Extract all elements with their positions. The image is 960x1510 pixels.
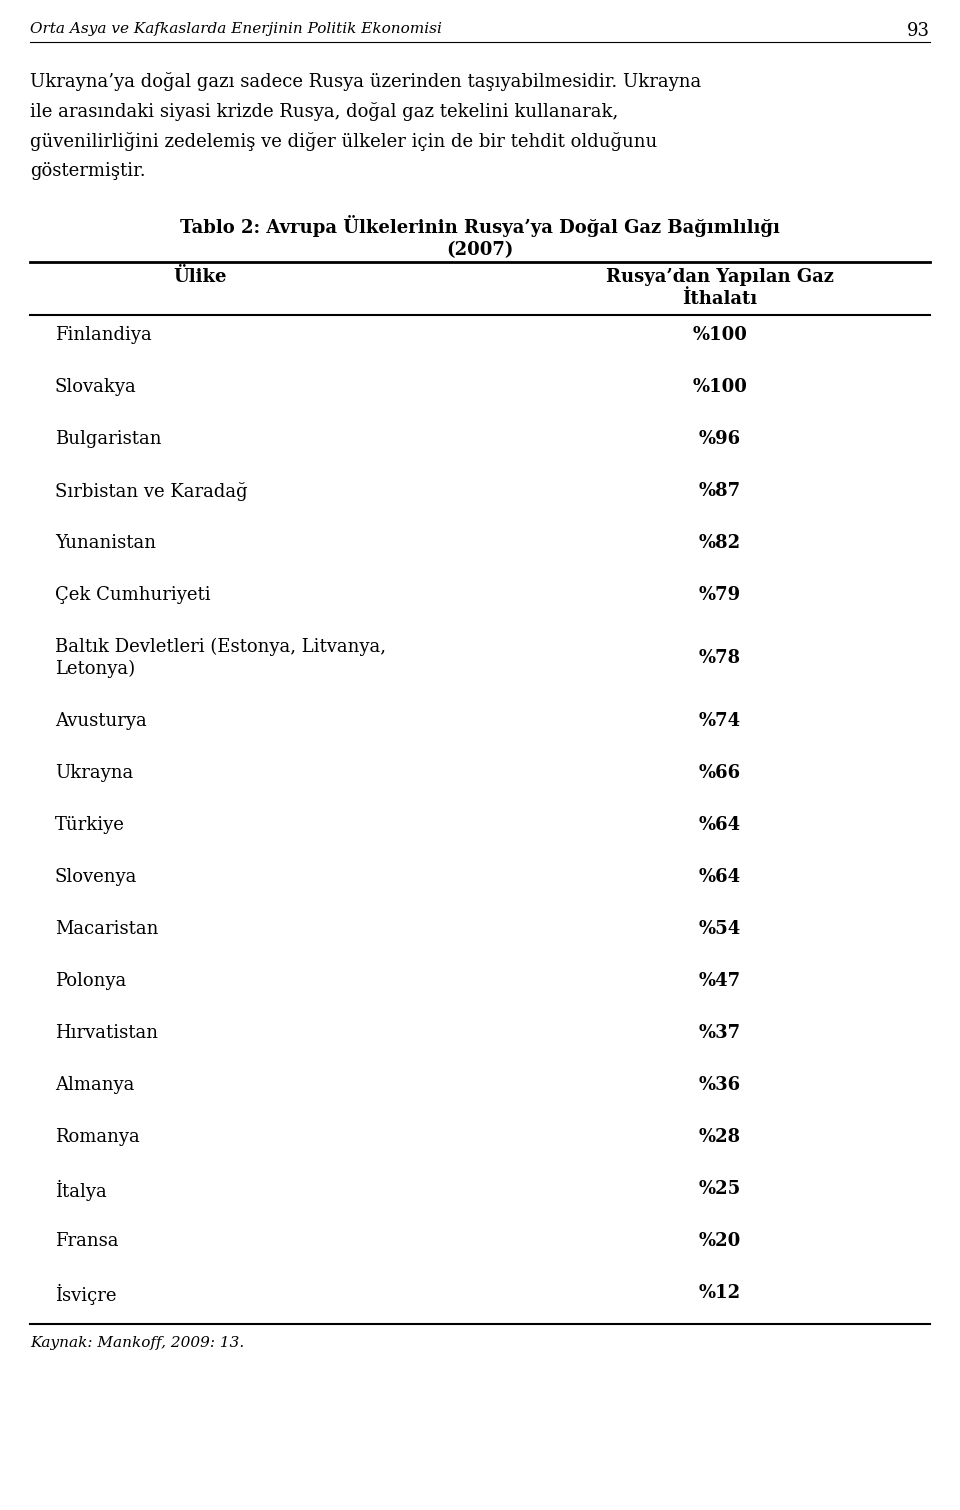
Text: İtalya: İtalya [55, 1179, 107, 1200]
Text: Slovenya: Slovenya [55, 868, 137, 886]
Text: %54: %54 [699, 920, 741, 938]
Text: Sırbistan ve Karadağ: Sırbistan ve Karadağ [55, 482, 248, 501]
Text: Fransa: Fransa [55, 1232, 118, 1250]
Text: %79: %79 [699, 586, 741, 604]
Text: Finlandiya: Finlandiya [55, 326, 152, 344]
Text: %20: %20 [699, 1232, 741, 1250]
Text: Avusturya: Avusturya [55, 713, 147, 729]
Text: %47: %47 [699, 972, 741, 991]
Text: Ukrayna’ya doğal gazı sadece Rusya üzerinden taşıyabilmesidir. Ukrayna: Ukrayna’ya doğal gazı sadece Rusya üzeri… [30, 72, 701, 91]
Text: Baltık Devletleri (Estonya, Litvanya,: Baltık Devletleri (Estonya, Litvanya, [55, 639, 386, 657]
Text: İsviçre: İsviçre [55, 1284, 116, 1305]
Text: Ülike: Ülike [173, 267, 227, 285]
Text: Hırvatistan: Hırvatistan [55, 1024, 158, 1042]
Text: Romanya: Romanya [55, 1128, 140, 1146]
Text: %28: %28 [699, 1128, 741, 1146]
Text: ile arasındaki siyasi krizde Rusya, doğal gaz tekelini kullanarak,: ile arasındaki siyasi krizde Rusya, doğa… [30, 103, 618, 121]
Text: %64: %64 [699, 868, 741, 886]
Text: Rusya’dan Yapılan Gaz: Rusya’dan Yapılan Gaz [606, 267, 834, 285]
Text: %36: %36 [699, 1077, 741, 1095]
Text: Almanya: Almanya [55, 1077, 134, 1095]
Text: %25: %25 [699, 1179, 741, 1197]
Text: %37: %37 [699, 1024, 741, 1042]
Text: Letonya): Letonya) [55, 660, 135, 678]
Text: %78: %78 [699, 649, 741, 667]
Text: güvenilirliğini zedelemiş ve diğer ülkeler için de bir tehdit olduğunu: güvenilirliğini zedelemiş ve diğer ülkel… [30, 131, 658, 151]
Text: Yunanistan: Yunanistan [55, 535, 156, 553]
Text: %66: %66 [699, 764, 741, 782]
Text: %12: %12 [699, 1284, 741, 1302]
Text: %64: %64 [699, 815, 741, 834]
Text: %87: %87 [699, 482, 741, 500]
Text: İthalatı: İthalatı [683, 290, 757, 308]
Text: %82: %82 [699, 535, 741, 553]
Text: 93: 93 [907, 23, 930, 39]
Text: Ukrayna: Ukrayna [55, 764, 133, 782]
Text: Polonya: Polonya [55, 972, 127, 991]
Text: Kaynak: Mankoff, 2009: 13.: Kaynak: Mankoff, 2009: 13. [30, 1336, 244, 1350]
Text: Tablo 2: Avrupa Ülkelerinin Rusya’ya Doğal Gaz Bağımlılığı: Tablo 2: Avrupa Ülkelerinin Rusya’ya Doğ… [180, 214, 780, 237]
Text: %100: %100 [692, 326, 748, 344]
Text: (2007): (2007) [446, 242, 514, 260]
Text: Slovakya: Slovakya [55, 378, 136, 396]
Text: %96: %96 [699, 430, 741, 448]
Text: %74: %74 [699, 713, 741, 729]
Text: Orta Asya ve Kafkaslarda Enerjinin Politik Ekonomisi: Orta Asya ve Kafkaslarda Enerjinin Polit… [30, 23, 442, 36]
Text: göstermiştir.: göstermiştir. [30, 162, 146, 180]
Text: Bulgaristan: Bulgaristan [55, 430, 161, 448]
Text: Macaristan: Macaristan [55, 920, 158, 938]
Text: Türkiye: Türkiye [55, 815, 125, 834]
Text: Çek Cumhuriyeti: Çek Cumhuriyeti [55, 586, 210, 604]
Text: %100: %100 [692, 378, 748, 396]
